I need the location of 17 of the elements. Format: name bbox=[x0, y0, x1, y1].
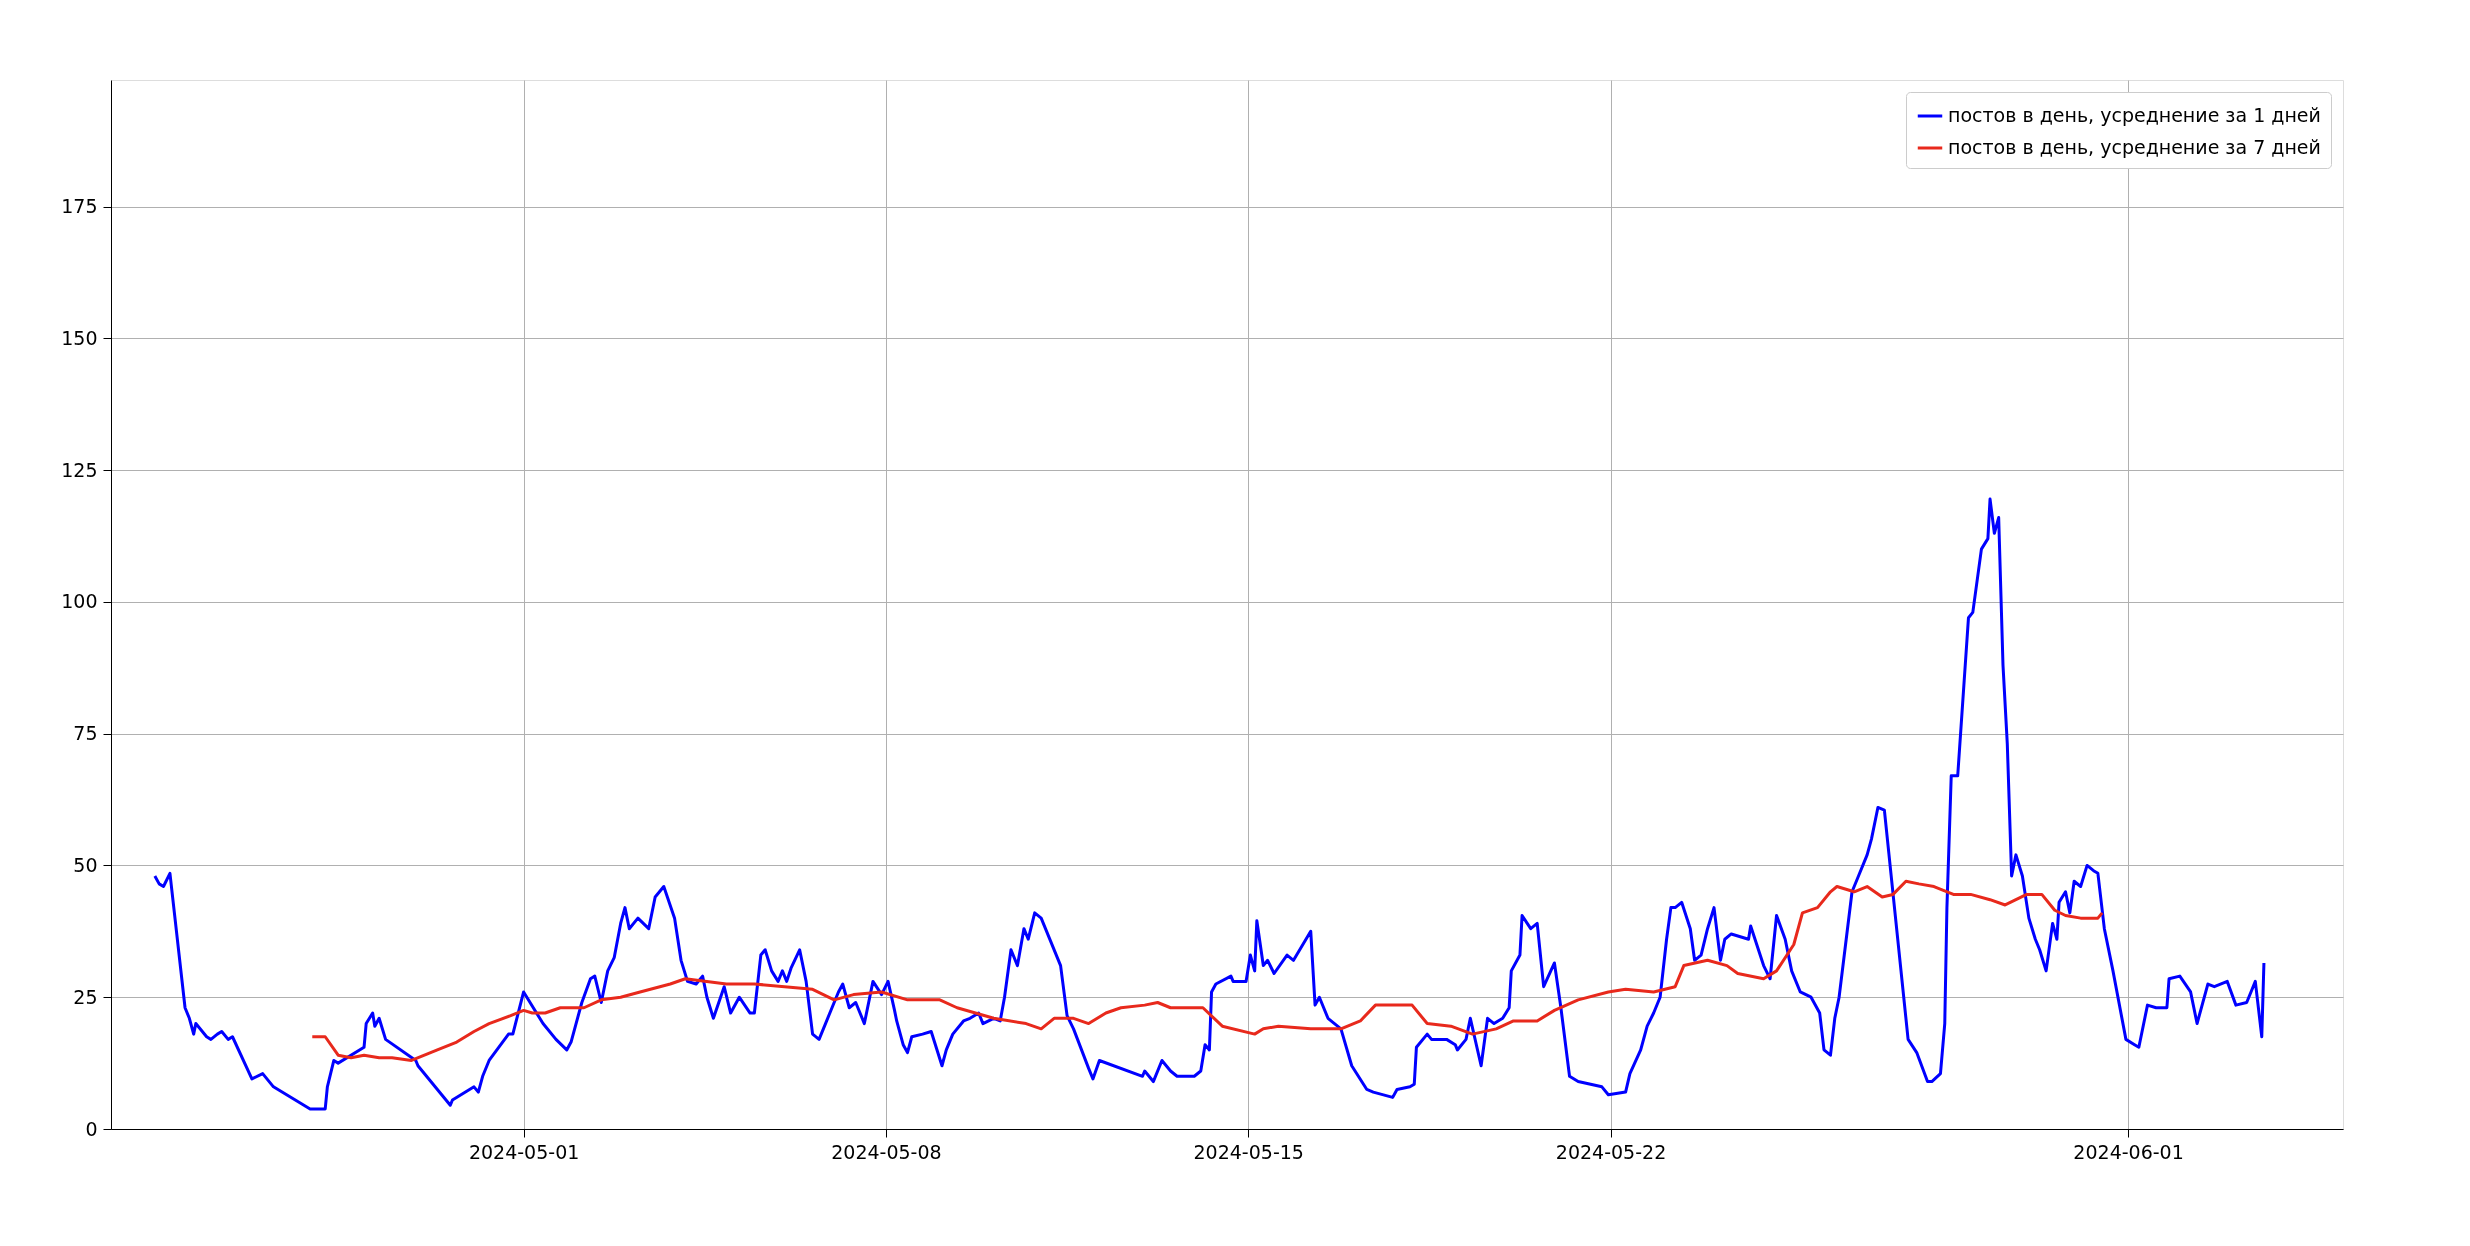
x-tick-label: 2024-05-22 bbox=[1555, 1140, 1667, 1163]
y-tick-label: 100 bbox=[61, 590, 98, 613]
x-tick-label: 2024-05-01 bbox=[468, 1140, 580, 1163]
y-tick-label: 50 bbox=[73, 853, 98, 876]
legend-label: постов в день, усреднение за 1 дней bbox=[1948, 104, 2321, 126]
x-tick-label: 2024-05-15 bbox=[1193, 1140, 1304, 1163]
y-tick-label: 75 bbox=[73, 722, 98, 745]
y-tick-label: 25 bbox=[73, 985, 98, 1008]
line-series bbox=[153, 497, 2266, 1111]
line-series bbox=[310, 879, 2104, 1062]
x-tick-label: 2024-05-08 bbox=[831, 1140, 942, 1163]
legend-label: постов в день, усреднение за 7 дней bbox=[1948, 136, 2321, 158]
y-tick-label: 125 bbox=[61, 458, 98, 481]
x-tick-label: 2024-06-01 bbox=[2073, 1140, 2184, 1163]
y-tick-label: 175 bbox=[61, 195, 98, 218]
y-tick-label: 150 bbox=[61, 326, 98, 349]
y-tick-label: 0 bbox=[85, 1117, 98, 1140]
